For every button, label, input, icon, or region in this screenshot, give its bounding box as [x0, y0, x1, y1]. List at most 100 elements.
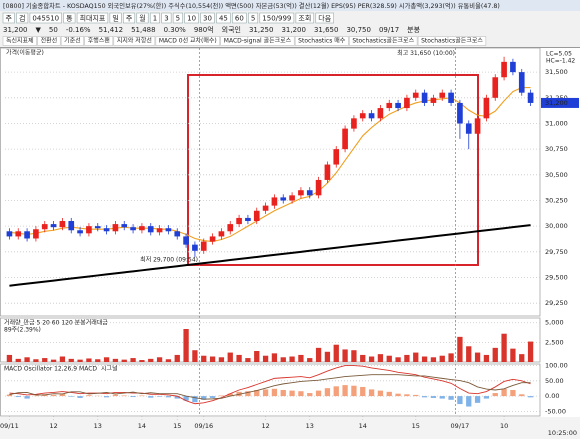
- volume-bar: [183, 329, 189, 362]
- control-button[interactable]: [109, 12, 122, 24]
- volume-bar: [298, 354, 304, 362]
- volume-bar: [245, 358, 251, 362]
- indicator-tab-label[interactable]: Stochastics골든크로스: [421, 38, 483, 45]
- volume-bar: [324, 351, 331, 362]
- panel-frame: [0, 47, 541, 317]
- candle-body: [333, 149, 340, 165]
- volume-bar: [236, 354, 242, 362]
- oscillator-bar: [77, 396, 83, 398]
- x-tick-label: 09/17: [451, 422, 470, 430]
- candle-body: [510, 61, 516, 73]
- volume-bar: [377, 354, 384, 362]
- candle-body: [351, 118, 357, 129]
- control-button[interactable]: [2, 12, 15, 24]
- control-label[interactable]: 월: [139, 14, 145, 23]
- indicator-tab-label[interactable]: 기준선: [64, 37, 81, 45]
- control-label[interactable]: 통: [66, 15, 73, 23]
- control-button[interactable]: [76, 12, 109, 24]
- indicator-tab[interactable]: [60, 36, 84, 46]
- oscillator-bar: [527, 396, 534, 398]
- control-label[interactable]: 검: [19, 15, 25, 23]
- candle-body: [68, 221, 75, 231]
- control-button[interactable]: [315, 12, 334, 24]
- oscillator-bar: [483, 396, 490, 399]
- control-label[interactable]: 60: [235, 15, 244, 23]
- control-button[interactable]: [295, 12, 315, 24]
- control-button[interactable]: [123, 12, 136, 24]
- control-label[interactable]: 150/999: [262, 15, 291, 23]
- control-button[interactable]: [161, 12, 172, 24]
- current-price-box: [541, 97, 579, 108]
- indicator-tab[interactable]: [294, 36, 349, 46]
- indicator-tab-label[interactable]: MACD-signal 골든크로스: [224, 38, 292, 45]
- control-label[interactable]: 최대지표: [80, 14, 106, 23]
- oscillator-bar: [307, 393, 313, 397]
- control-label[interactable]: 30: [203, 15, 212, 23]
- volume-bar: [430, 357, 437, 362]
- x-tick-label: 12: [49, 422, 57, 430]
- indicator-tab[interactable]: [220, 36, 295, 46]
- candle-body: [86, 226, 92, 234]
- control-button[interactable]: [149, 12, 160, 24]
- control-label[interactable]: 다음: [318, 14, 331, 23]
- control-label[interactable]: 5: [176, 15, 180, 23]
- control-label[interactable]: 조회: [298, 15, 311, 23]
- x-tick-label: 13: [94, 422, 102, 430]
- control-label[interactable]: 10: [187, 15, 196, 23]
- volume-bar: [386, 355, 392, 362]
- indicator-tab-label[interactable]: Stochastics골든크로스: [352, 38, 414, 45]
- y-tick-label: 31,250: [545, 94, 568, 102]
- control-button[interactable]: [200, 12, 215, 24]
- control-label[interactable]: 주: [6, 15, 13, 23]
- volume-bar: [342, 349, 348, 362]
- indicator-tab-label[interactable]: 후행스팬: [88, 37, 111, 45]
- oscillator-bar: [324, 388, 331, 397]
- control-label[interactable]: 45: [219, 15, 228, 23]
- control-button[interactable]: [172, 12, 183, 24]
- control-label[interactable]: 3: [164, 15, 168, 23]
- indicator-tab[interactable]: [113, 36, 156, 46]
- indicator-tab-label[interactable]: 독신지표제: [6, 37, 34, 45]
- control-label[interactable]: 045510: [32, 15, 59, 23]
- oscillator-bar: [245, 391, 251, 397]
- control-button[interactable]: [216, 12, 231, 24]
- control-button[interactable]: [16, 12, 29, 24]
- x-tick-label: 15: [412, 422, 420, 430]
- oscillator-bar: [413, 394, 419, 397]
- moving-average-line: [9, 224, 531, 287]
- indicator-tab-label[interactable]: MACD 0선 교차(매수): [159, 37, 217, 45]
- control-button[interactable]: [136, 12, 149, 24]
- candle-body: [156, 228, 163, 233]
- y-tick-label: 29,500: [545, 273, 568, 281]
- macd-line: [9, 374, 531, 400]
- indicator-tab[interactable]: [349, 36, 418, 46]
- indicator-tab[interactable]: [37, 36, 61, 46]
- oscillator-bar: [50, 394, 57, 397]
- y-tick-label: 30,750: [545, 145, 568, 153]
- control-button[interactable]: [184, 12, 199, 24]
- control-label[interactable]: 1: [153, 15, 157, 23]
- indicator-tab[interactable]: [155, 36, 221, 46]
- control-label[interactable]: 일: [112, 14, 118, 23]
- volume-bar: [351, 350, 357, 362]
- control-label[interactable]: 주: [126, 15, 133, 23]
- candle-body: [474, 118, 481, 134]
- control-button[interactable]: [29, 12, 62, 24]
- control-button[interactable]: [248, 12, 259, 24]
- indicator-tab[interactable]: [2, 36, 37, 46]
- control-button[interactable]: [259, 12, 295, 24]
- volume-bar: [333, 344, 339, 362]
- indicator-tab-label[interactable]: 지지와 저항선: [117, 37, 152, 45]
- indicator-tab-label[interactable]: Stochastics 매수: [298, 37, 346, 45]
- control-button[interactable]: [63, 12, 76, 24]
- indicator-tab[interactable]: [417, 36, 487, 46]
- y-tick-label: 29,750: [545, 248, 568, 256]
- volume-bar: [307, 358, 313, 362]
- indicator-tab-label[interactable]: 전환선: [41, 37, 58, 45]
- control-label[interactable]: 5: [251, 15, 255, 23]
- candle-body: [315, 179, 322, 196]
- control-button[interactable]: [232, 12, 247, 24]
- oscillator-bar: [68, 396, 74, 397]
- indicator-tab[interactable]: [84, 36, 114, 46]
